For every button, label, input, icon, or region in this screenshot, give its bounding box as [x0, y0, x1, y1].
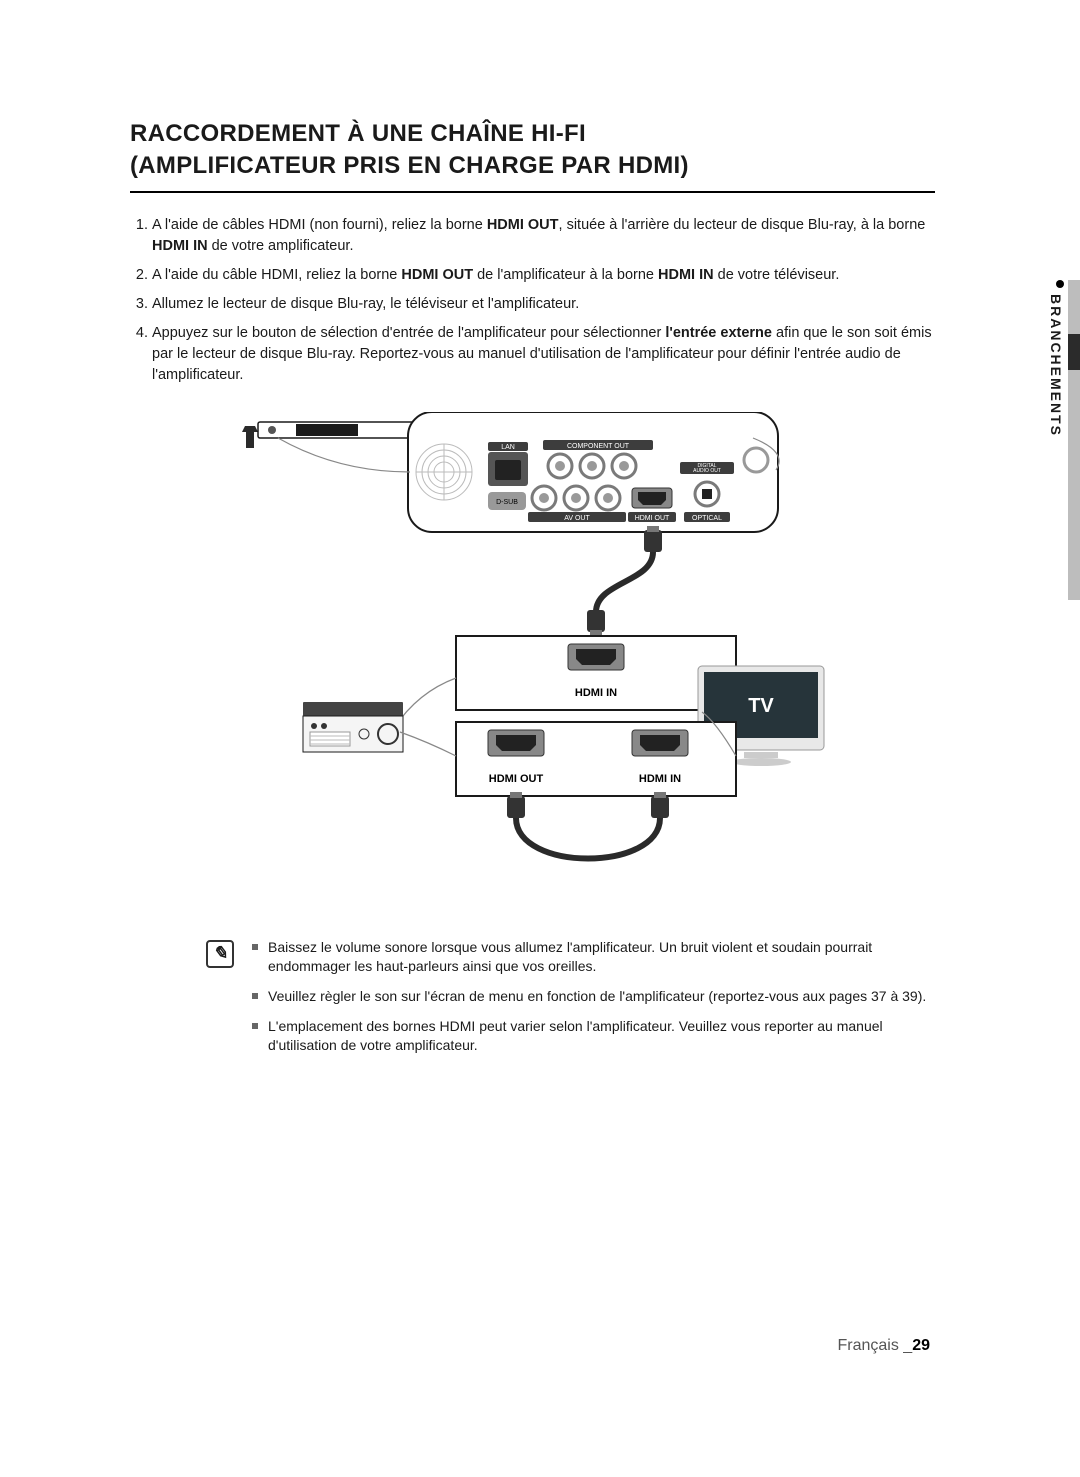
step-item: A l'aide de câbles HDMI (non fourni), re… — [152, 215, 935, 257]
hdmi-cable-amp-to-tv — [507, 792, 669, 859]
player-hdmi-out-port: HDMI OUT — [628, 488, 676, 522]
lan-label: LAN — [501, 444, 515, 451]
note-item: Veuillez règler le son sur l'écran de me… — [252, 987, 935, 1007]
player-cable-tail — [242, 426, 258, 448]
amplifier — [303, 702, 403, 752]
step-list: A l'aide de câbles HDMI (non fourni), re… — [130, 215, 935, 386]
zoom-line — [400, 732, 456, 756]
connection-diagram: LAN COMPONENT OUT AV OUT D-SUB — [188, 412, 833, 912]
optical-label: OPTICAL — [692, 515, 722, 522]
note-icon: ✎ — [206, 940, 234, 968]
title-line-2: (AMPLIFICATEUR PRIS EN CHARGE PAR HDMI) — [130, 152, 689, 179]
bluray-back-panel: LAN COMPONENT OUT AV OUT D-SUB — [408, 412, 778, 532]
page-title: RACCORDEMENT À UNE CHAÎNE HI-FI (AMPLIFI… — [130, 118, 935, 183]
tv-label: TV — [748, 695, 774, 717]
footer-page-number: 29 — [912, 1337, 930, 1354]
amp-hdmi-in-label: HDMI IN — [575, 687, 617, 699]
section-tab: BRANCHEMENTS — [1044, 280, 1080, 600]
player-hdmi-out-label: HDMI OUT — [635, 515, 670, 522]
step-item: Allumez le lecteur de disque Blu-ray, le… — [152, 294, 935, 315]
note-list: Baissez le volume sonore lorsque vous al… — [252, 938, 935, 1066]
title-line-1: RACCORDEMENT À UNE CHAÎNE HI-FI — [130, 120, 586, 147]
svg-text:AUDIO OUT: AUDIO OUT — [693, 468, 721, 474]
tab-label-text: BRANCHEMENTS — [1048, 294, 1064, 437]
step-item: Appuyez sur le bouton de sélection d'ent… — [152, 323, 935, 386]
title-rule — [130, 191, 935, 193]
component-out-label: COMPONENT OUT — [567, 443, 630, 450]
note-item: Baissez le volume sonore lorsque vous al… — [252, 938, 935, 977]
step-item: A l'aide du câble HDMI, reliez la borne … — [152, 265, 935, 286]
d-sub-label: D-SUB — [496, 499, 518, 506]
page-footer: Français _29 — [838, 1337, 931, 1355]
zoom-line — [278, 438, 410, 472]
footer-language: Français — [838, 1337, 904, 1354]
note-item: L'emplacement des bornes HDMI peut varie… — [252, 1017, 935, 1056]
hdmi-cable-player-to-amp — [587, 526, 662, 636]
amp-hdmi-in-panel: HDMI IN — [456, 636, 736, 710]
amp-hdmi-out-label: HDMI OUT — [489, 773, 544, 785]
tab-dot-icon — [1056, 280, 1064, 288]
tv-hdmi-in-label: HDMI IN — [639, 773, 681, 785]
av-out-label: AV OUT — [564, 515, 590, 522]
amp-to-tv-hdmi-panel: HDMI OUT HDMI IN — [456, 722, 736, 796]
